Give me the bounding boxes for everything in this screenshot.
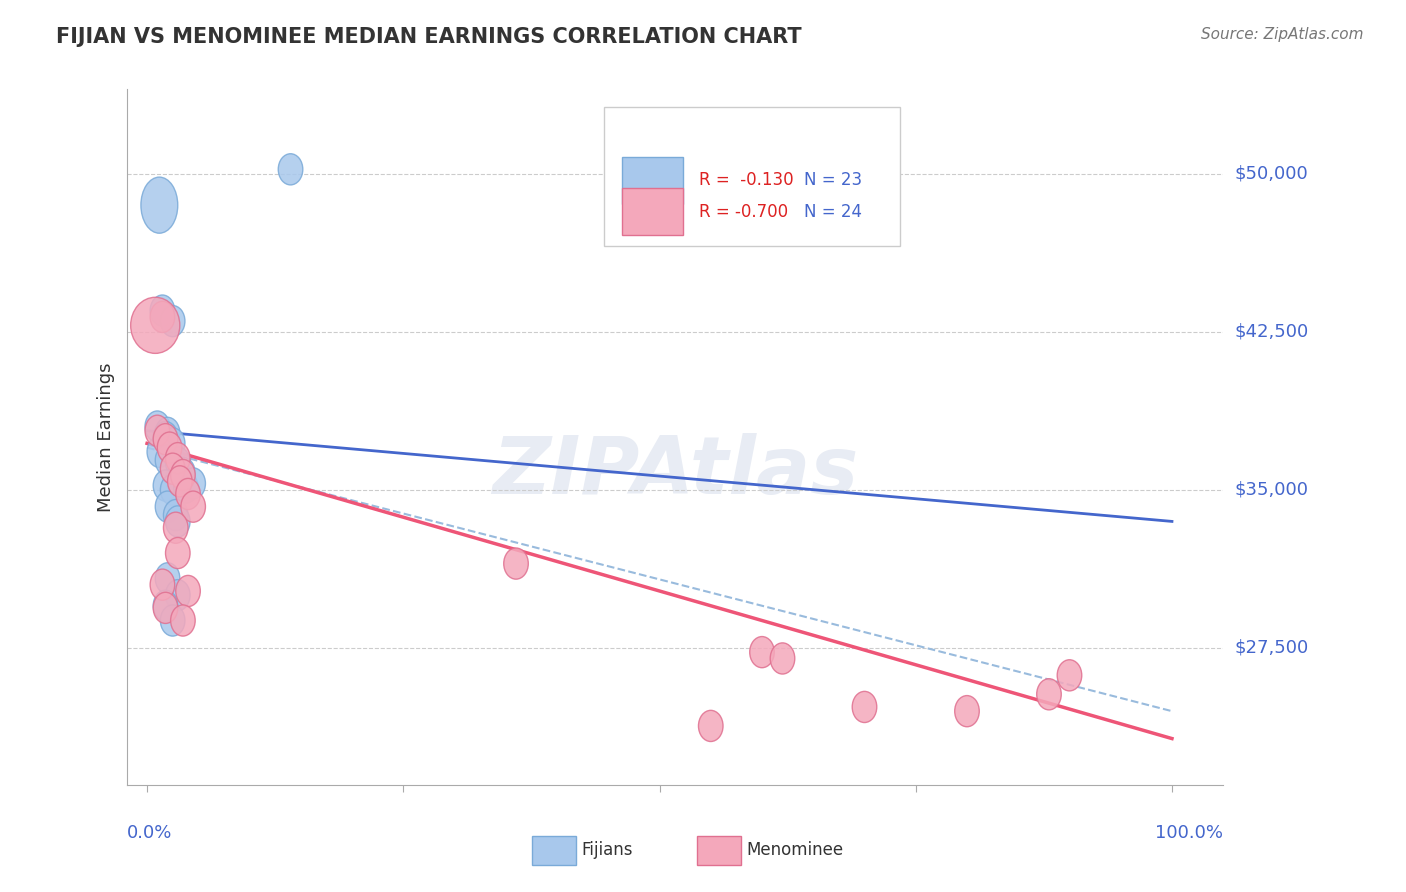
Text: $27,500: $27,500 [1234, 639, 1309, 657]
Ellipse shape [503, 548, 529, 579]
Text: FIJIAN VS MENOMINEE MEDIAN EARNINGS CORRELATION CHART: FIJIAN VS MENOMINEE MEDIAN EARNINGS CORR… [56, 27, 801, 46]
Ellipse shape [153, 592, 177, 624]
Ellipse shape [160, 453, 186, 484]
Ellipse shape [170, 459, 195, 491]
Ellipse shape [770, 643, 794, 674]
FancyBboxPatch shape [623, 188, 682, 235]
Text: 0.0%: 0.0% [127, 824, 172, 842]
Ellipse shape [145, 415, 170, 446]
Text: $42,500: $42,500 [1234, 323, 1309, 341]
Ellipse shape [131, 297, 180, 353]
Ellipse shape [160, 306, 186, 336]
Ellipse shape [181, 491, 205, 522]
Ellipse shape [163, 512, 188, 543]
Ellipse shape [174, 472, 198, 503]
Ellipse shape [160, 605, 186, 636]
Ellipse shape [181, 468, 205, 499]
Ellipse shape [163, 500, 188, 531]
Ellipse shape [170, 458, 195, 489]
FancyBboxPatch shape [697, 836, 741, 865]
Ellipse shape [749, 637, 775, 668]
Ellipse shape [176, 575, 200, 607]
Text: $35,000: $35,000 [1234, 481, 1308, 499]
Ellipse shape [166, 538, 190, 568]
Text: $50,000: $50,000 [1234, 164, 1308, 183]
Ellipse shape [160, 428, 186, 459]
Text: N = 24: N = 24 [804, 202, 862, 220]
Text: ZIPAtlas: ZIPAtlas [492, 433, 858, 511]
Text: Fijians: Fijians [582, 841, 633, 859]
Ellipse shape [157, 432, 181, 463]
Text: R =  -0.130: R = -0.130 [699, 171, 793, 189]
Ellipse shape [155, 445, 180, 475]
Text: Source: ZipAtlas.com: Source: ZipAtlas.com [1201, 27, 1364, 42]
Ellipse shape [145, 411, 170, 442]
Ellipse shape [699, 710, 723, 741]
Ellipse shape [155, 417, 180, 449]
Ellipse shape [170, 605, 195, 636]
FancyBboxPatch shape [603, 106, 900, 245]
Text: R = -0.700: R = -0.700 [699, 202, 789, 220]
Ellipse shape [155, 491, 180, 522]
Ellipse shape [167, 466, 193, 497]
Y-axis label: Median Earnings: Median Earnings [97, 362, 115, 512]
FancyBboxPatch shape [533, 836, 576, 865]
Ellipse shape [955, 696, 979, 727]
Text: N = 23: N = 23 [804, 171, 862, 189]
Ellipse shape [1036, 679, 1062, 710]
Ellipse shape [153, 424, 177, 455]
Ellipse shape [153, 591, 177, 622]
Ellipse shape [148, 436, 172, 467]
Ellipse shape [160, 475, 186, 506]
Ellipse shape [852, 691, 877, 723]
Text: Menominee: Menominee [747, 841, 844, 859]
Ellipse shape [155, 563, 180, 594]
FancyBboxPatch shape [623, 157, 682, 204]
Ellipse shape [153, 470, 177, 501]
Ellipse shape [1057, 660, 1081, 691]
Ellipse shape [153, 422, 177, 452]
Text: 100.0%: 100.0% [1156, 824, 1223, 842]
Ellipse shape [150, 295, 174, 326]
Ellipse shape [150, 569, 174, 600]
Ellipse shape [150, 301, 174, 333]
Ellipse shape [166, 580, 190, 611]
Ellipse shape [166, 442, 190, 474]
Ellipse shape [141, 178, 177, 233]
Ellipse shape [166, 464, 190, 495]
Ellipse shape [166, 447, 190, 478]
Ellipse shape [278, 153, 302, 185]
Ellipse shape [176, 478, 200, 509]
Ellipse shape [166, 506, 190, 537]
